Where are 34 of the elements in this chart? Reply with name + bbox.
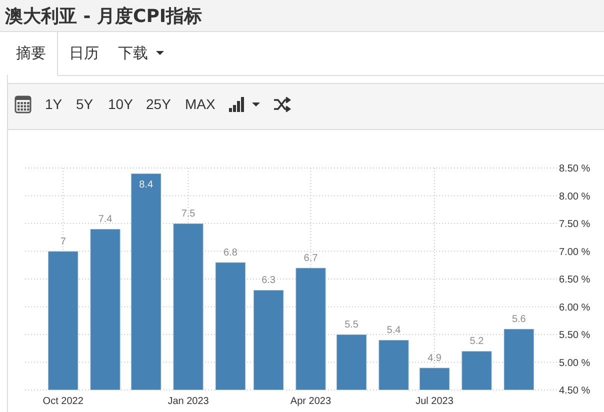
text: 1Y	[45, 96, 63, 112]
y-tick-label: 4.50 %	[559, 386, 590, 396]
data-label: 6.7	[304, 252, 318, 264]
x-tick-label: Oct 2022	[42, 396, 84, 407]
y-tick-label: 6.00 %	[559, 302, 590, 314]
data-label: 8.4	[139, 180, 154, 191]
text: 10Y	[108, 96, 134, 112]
text: 摘要	[16, 44, 46, 62]
data-label: 7.4	[98, 214, 113, 226]
text: 日历	[69, 44, 99, 62]
text: MAX	[185, 96, 216, 112]
data-label: 7	[60, 236, 66, 248]
text: 5Y	[76, 96, 94, 112]
chart-title: 澳大利亚 - 月度CPI指标	[4, 6, 202, 27]
text: 25Y	[146, 96, 172, 112]
x-tick-label: Jul 2023	[416, 396, 454, 407]
data-label: 5.5	[344, 320, 359, 330]
data-label: 6.3	[262, 275, 276, 286]
x-tick-label: Jan 2023	[168, 396, 210, 407]
data-label: 5.4	[386, 325, 402, 336]
data-label: 5.6	[512, 314, 526, 325]
data-label: 4.9	[428, 352, 442, 364]
data-label: 7.5	[181, 208, 196, 220]
y-tick-label: 5.50 %	[559, 330, 590, 341]
y-tick-label: 5.00 %	[559, 358, 590, 369]
y-tick-label: 7.00 %	[559, 246, 590, 258]
y-tick-label: 6.50 %	[559, 274, 590, 286]
y-tick-label: 8.50 %	[559, 164, 590, 174]
y-tick-label: 7.50 %	[559, 219, 590, 230]
data-label: 6.8	[224, 247, 238, 258]
text: 下载	[118, 44, 148, 62]
data-label: 5.2	[470, 336, 484, 348]
y-tick-label: 8.00 %	[559, 191, 590, 202]
x-tick-label: Apr 2023	[290, 396, 332, 407]
